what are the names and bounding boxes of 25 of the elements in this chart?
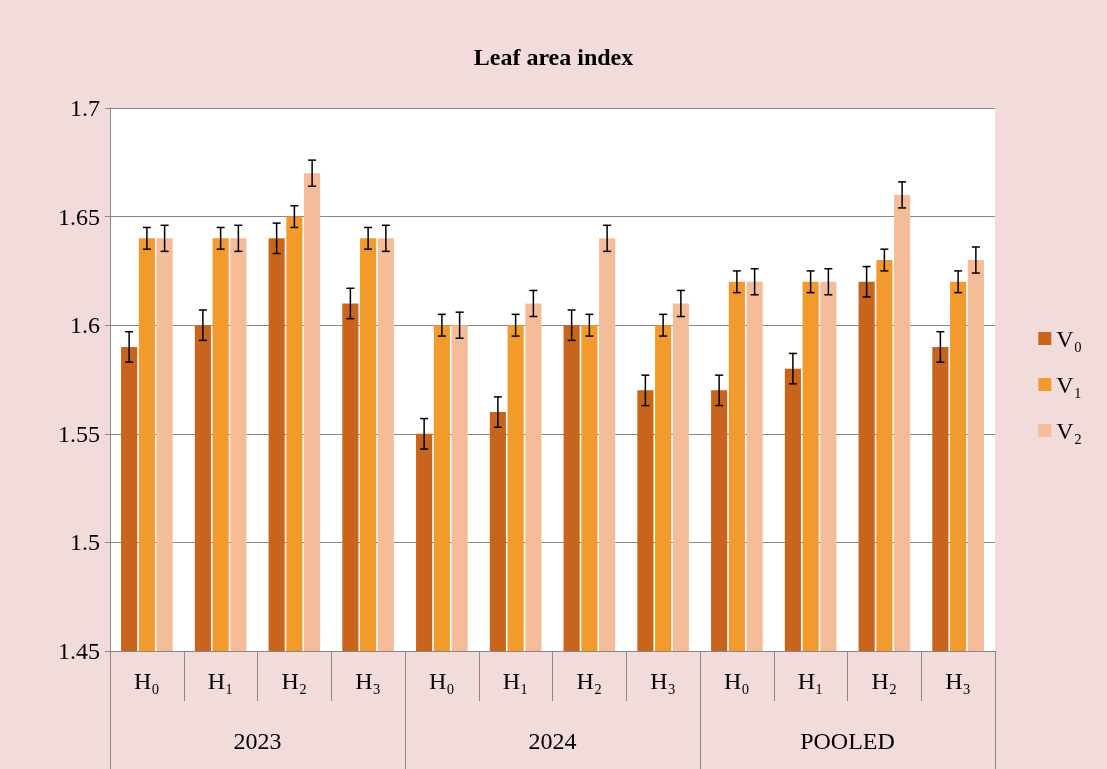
y-tick-label: 1.5 — [70, 529, 100, 556]
x-tick-label: H₂ — [576, 668, 603, 694]
chart-title: Leaf area index — [473, 44, 634, 70]
x-tick-label: H₁ — [502, 668, 529, 694]
x-tick-label: H₀ — [134, 668, 160, 694]
legend-label: V₁ — [1056, 371, 1082, 398]
x-tick-label: H₂ — [871, 668, 898, 694]
text: 2023 — [233, 728, 282, 754]
legend-label: V₂ — [1056, 417, 1082, 444]
x-tick-label: H₀ — [724, 668, 750, 694]
y-tick-label: 1.55 — [58, 420, 100, 447]
x-tick-label: H₁ — [797, 668, 824, 694]
x-tick-label: H₂ — [281, 668, 308, 694]
y-tick-label: 1.45 — [58, 638, 100, 664]
x-tick-label: H₀ — [429, 668, 455, 694]
y-tick-label: 1.7 — [70, 95, 100, 121]
text: 2024 — [528, 728, 577, 754]
text: POOLED — [800, 728, 895, 754]
y-tick-label: 1.6 — [70, 312, 100, 339]
x-tick-label: H₃ — [650, 668, 676, 694]
x-tick-label: H₃ — [945, 668, 971, 694]
x-tick-label: H₃ — [355, 668, 381, 694]
y-tick-label: 1.65 — [58, 203, 100, 230]
legend-label: V₀ — [1056, 325, 1082, 352]
x-tick-label: H₁ — [207, 668, 234, 694]
